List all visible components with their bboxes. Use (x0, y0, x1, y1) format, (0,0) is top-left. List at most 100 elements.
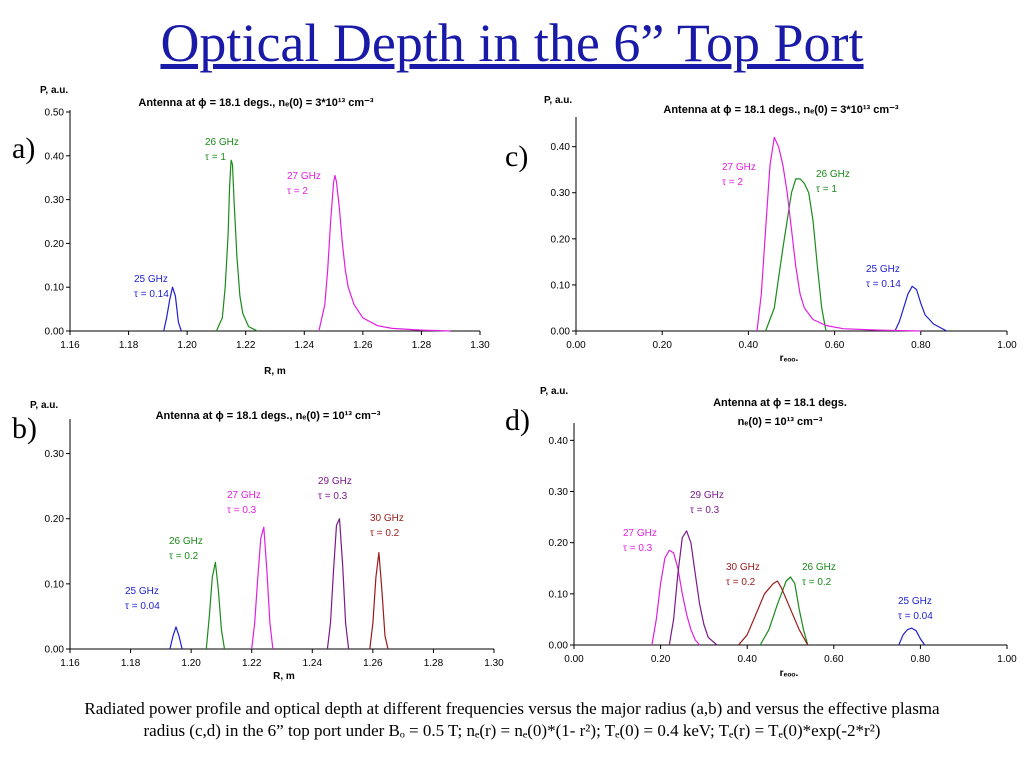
chart-a-x-tick-label: 1.30 (470, 340, 490, 351)
chart-d-annotation-30-ghz: τ = 0.2 (726, 577, 756, 588)
chart-c-y-tick-label: 0.00 (551, 327, 571, 338)
chart-b-x-tick-label: 1.16 (60, 658, 80, 669)
chart-c-x-tick-label: 0.20 (652, 340, 672, 351)
chart-a-x-tick-label: 1.28 (412, 340, 432, 351)
chart-b-series-29-ghz (326, 518, 350, 650)
chart-b-series-27-ghz (251, 526, 274, 650)
chart-a-series-26-ghz (215, 159, 258, 332)
chart-c-title: Antenna at ϕ = 18.1 degs., nₑ(0) = 3*10¹… (663, 104, 899, 116)
chart-d-annotation-26-ghz: τ = 0.2 (802, 577, 832, 588)
chart-a-x-tick-label: 1.26 (353, 340, 373, 351)
chart-d-title-line-2: nₑ(0) = 10¹³ cm⁻³ (738, 416, 823, 428)
chart-b-annotation-25-ghz: τ = 0.04 (125, 601, 160, 612)
chart-d-x-axis-label: rₑₒₒ. (780, 668, 799, 679)
chart-a-x-tick-label: 1.18 (119, 340, 139, 351)
chart-b-y-tick-label: 0.10 (45, 579, 65, 590)
chart-a-series-27-ghz (318, 174, 451, 332)
chart-b-x-tick-label: 1.28 (424, 658, 444, 669)
chart-d-x-tick-label: 0.60 (824, 654, 844, 665)
chart-d-y-tick-label: 0.30 (549, 487, 569, 498)
chart-d-series-29-ghz (668, 530, 718, 646)
chart-a-y-axis-label: P, a.u. (40, 85, 68, 96)
chart-b-annotation-26-ghz: 26 GHz (169, 536, 203, 547)
chart-b-y-tick-label: 0.30 (45, 449, 65, 460)
chart-a-x-tick-label: 1.16 (60, 340, 80, 351)
chart-b-title: Antenna at ϕ = 18.1 degs., nₑ(0) = 10¹³ … (156, 410, 381, 422)
chart-d-y-tick-label: 0.10 (549, 589, 569, 600)
chart-a-x-tick-label: 1.22 (236, 340, 256, 351)
chart-b-annotation-30-ghz: τ = 0.2 (370, 528, 400, 539)
caption-line-1: Radiated power profile and optical depth… (84, 699, 940, 718)
chart-c-series-26-ghz (765, 178, 827, 332)
chart-b-x-tick-label: 1.26 (363, 658, 383, 669)
panel-label-d: d) (505, 404, 530, 437)
chart-b-series-30-ghz (369, 551, 389, 650)
chart-b-series-25-ghz (169, 626, 183, 650)
chart-c-x-tick-label: 0.60 (825, 340, 845, 351)
chart-a-x-tick-label: 1.20 (177, 340, 197, 351)
chart-c-annotation-27-ghz: 27 GHz (722, 162, 756, 173)
chart-d-series-27-ghz (651, 549, 701, 646)
chart-d-title: Antenna at ϕ = 18.1 degs. (713, 397, 847, 409)
chart-c-y-axis-label: P, a.u. (544, 95, 572, 106)
chart-d-x-tick-label: 0.80 (911, 654, 931, 665)
chart-c-annotation-26-ghz: τ = 1 (816, 184, 837, 195)
chart-d-x-tick-label: 0.20 (651, 654, 671, 665)
panel-label-b: b) (12, 412, 37, 445)
chart-b-series-26-ghz (205, 561, 226, 650)
chart-a-y-tick-label: 0.20 (45, 239, 65, 250)
chart-b-y-axis-label: P, a.u. (30, 400, 58, 411)
chart-d-annotation-26-ghz: 26 GHz (802, 562, 836, 573)
chart-d-x-tick-label: 1.00 (997, 654, 1017, 665)
chart-a-y-tick-label: 0.30 (45, 195, 65, 206)
chart-d-series-26-ghz (759, 576, 809, 646)
chart-c-annotation-25-ghz: 25 GHz (866, 264, 900, 275)
chart-d-y-tick-label: 0.20 (549, 538, 569, 549)
chart-c-annotation-26-ghz: 26 GHz (816, 169, 850, 180)
chart-c-y-tick-label: 0.20 (551, 234, 571, 245)
chart-b-annotation-26-ghz: τ = 0.2 (169, 551, 199, 562)
caption: Radiated power profile and optical depth… (4, 698, 1020, 742)
chart-b-annotation-27-ghz: τ = 0.3 (227, 505, 257, 516)
chart-a-annotation-26-ghz: τ = 1 (205, 152, 226, 163)
chart-d-annotation-25-ghz: 25 GHz (898, 596, 932, 607)
chart-c-y-tick-label: 0.10 (551, 280, 571, 291)
chart-c-x-tick-label: 1.00 (997, 340, 1017, 351)
chart-c-x-tick-label: 0.00 (566, 340, 586, 351)
chart-a-title: Antenna at ϕ = 18.1 degs., nₑ(0) = 3*10¹… (138, 97, 374, 109)
chart-a-annotation-27-ghz: τ = 2 (287, 186, 308, 197)
chart-b-annotation-29-ghz: τ = 0.3 (318, 491, 348, 502)
chart-c-x-tick-label: 0.40 (739, 340, 759, 351)
chart-b-x-tick-label: 1.18 (121, 658, 141, 669)
chart-d-y-tick-label: 0.00 (549, 641, 569, 652)
chart-a-x-axis-label: R, m (264, 366, 286, 377)
chart-a-y-tick-label: 0.00 (45, 327, 65, 338)
chart-c-y-tick-label: 0.30 (551, 188, 571, 199)
chart-d-y-tick-label: 0.40 (549, 436, 569, 447)
chart-d-series-30-ghz (738, 580, 809, 646)
chart-c-annotation-27-ghz: τ = 2 (722, 177, 743, 188)
chart-c-y-tick-label: 0.40 (551, 142, 571, 153)
chart-a-annotation-26-ghz: 26 GHz (205, 137, 239, 148)
chart-b-x-tick-label: 1.24 (303, 658, 323, 669)
chart-d-annotation-27-ghz: 27 GHz (623, 528, 657, 539)
chart-b-x-tick-label: 1.30 (484, 658, 504, 669)
chart-c-series-27-ghz (756, 136, 921, 332)
chart-a-series-25-ghz (163, 286, 182, 332)
chart-d-x-tick-label: 0.40 (737, 654, 757, 665)
chart-b-annotation-30-ghz: 30 GHz (370, 513, 404, 524)
chart-a-annotation-27-ghz: 27 GHz (287, 171, 321, 182)
chart-c-x-tick-label: 0.80 (911, 340, 931, 351)
chart-c-x-axis-label: rₑₒₒ. (780, 353, 799, 364)
chart-a-y-tick-label: 0.50 (45, 108, 65, 119)
chart-d-series-25-ghz (898, 627, 926, 646)
chart-d-annotation-27-ghz: τ = 0.3 (623, 543, 653, 554)
chart-b-annotation-27-ghz: 27 GHz (227, 490, 261, 501)
chart-d-annotation-29-ghz: τ = 0.3 (690, 505, 720, 516)
chart-b-x-tick-label: 1.22 (242, 658, 262, 669)
slide-title: Optical Depth in the 6” Top Port (160, 13, 864, 73)
panel-label-a: a) (12, 132, 36, 165)
chart-b-annotation-25-ghz: 25 GHz (125, 586, 159, 597)
chart-b-x-axis-label: R, m (273, 671, 295, 682)
